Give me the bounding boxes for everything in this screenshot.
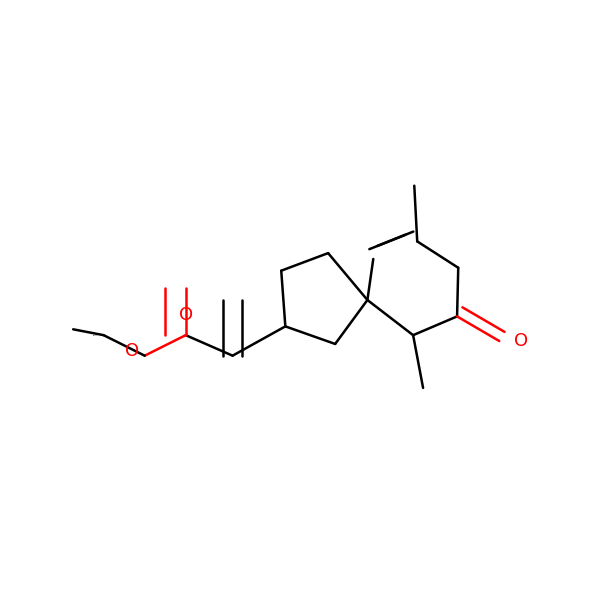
Text: O: O — [514, 332, 528, 350]
Text: O: O — [179, 306, 193, 324]
Text: O: O — [125, 342, 139, 360]
Text: methyl: methyl — [93, 335, 98, 336]
